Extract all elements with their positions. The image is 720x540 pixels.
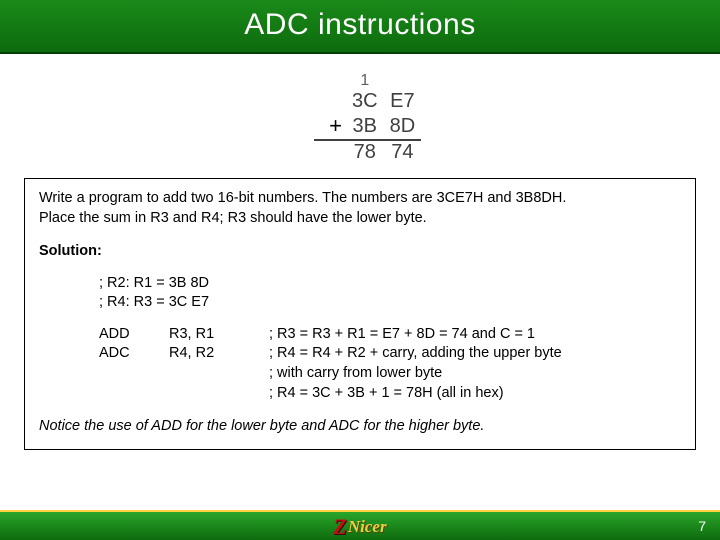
content-box: Write a program to add two 16-bit number… <box>24 178 696 450</box>
initial-values: ; R2: R1 = 3B 8D ; R4: R3 = 3C E7 <box>99 274 681 313</box>
operand-cell: 3B <box>346 113 384 140</box>
carry-cell: 1 <box>346 72 384 90</box>
code-op <box>99 384 169 404</box>
result-cell <box>314 140 346 164</box>
logo-text: Nicer <box>348 517 387 537</box>
operand-cell <box>314 90 346 113</box>
result-cell: 74 <box>384 140 422 164</box>
slide-title: ADC instructions <box>0 8 720 42</box>
operand-cell: 3C <box>346 90 384 113</box>
operand1-row: 3C E7 <box>314 90 421 113</box>
page-number: 7 <box>698 518 706 534</box>
logo-z: Z <box>333 514 346 540</box>
plus-sign: + <box>314 113 346 140</box>
code-comment: ; R3 = R3 + R1 = E7 + 8D = 74 and C = 1 <box>269 325 681 345</box>
problem-line: Write a program to add two 16-bit number… <box>39 189 681 209</box>
footer-bar: Z Nicer 7 <box>0 510 720 540</box>
logo: Z Nicer <box>333 514 386 540</box>
code-op: ADD <box>99 325 169 345</box>
carry-row: 1 <box>314 72 421 90</box>
code-comment: ; R4 = 3C + 3B + 1 = 78H (all in hex) <box>269 384 681 404</box>
problem-statement: Write a program to add two 16-bit number… <box>39 189 681 228</box>
code-args: R4, R2 <box>169 344 269 364</box>
operand-cell: E7 <box>384 90 422 113</box>
result-row: 78 74 <box>314 140 421 164</box>
carry-cell <box>314 72 346 90</box>
slide: ADC instructions 1 3C E7 + 3B 8D 78 74 <box>0 0 720 540</box>
carry-cell <box>384 72 422 90</box>
code-args: R3, R1 <box>169 325 269 345</box>
operand2-row: + 3B 8D <box>314 113 421 140</box>
code-comment: ; R4 = R4 + R2 + carry, adding the upper… <box>269 344 681 364</box>
addition-table: 1 3C E7 + 3B 8D 78 74 <box>314 72 421 164</box>
code-op: ADC <box>99 344 169 364</box>
result-cell: 78 <box>346 140 384 164</box>
addition-figure: 1 3C E7 + 3B 8D 78 74 <box>280 72 440 164</box>
notice-text: Notice the use of ADD for the lower byte… <box>39 417 681 437</box>
solution-heading: Solution: <box>39 242 681 262</box>
problem-line: Place the sum in R3 and R4; R3 should ha… <box>39 209 681 229</box>
code-block: ADD R3, R1 ; R3 = R3 + R1 = E7 + 8D = 74… <box>99 325 681 403</box>
title-bar: ADC instructions <box>0 0 720 54</box>
code-op <box>99 364 169 384</box>
init-line: ; R2: R1 = 3B 8D <box>99 274 681 294</box>
init-line: ; R4: R3 = 3C E7 <box>99 293 681 313</box>
code-args <box>169 364 269 384</box>
code-comment: ; with carry from lower byte <box>269 364 681 384</box>
code-args <box>169 384 269 404</box>
operand-cell: 8D <box>384 113 422 140</box>
